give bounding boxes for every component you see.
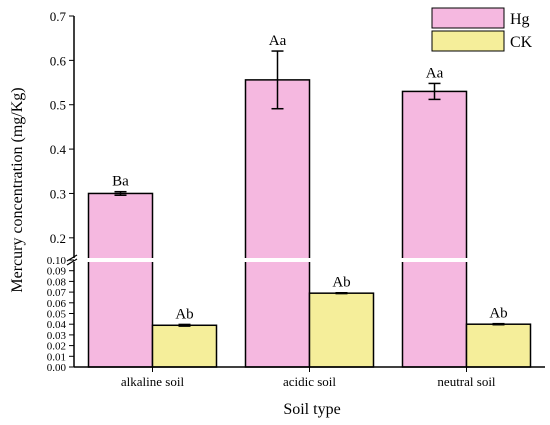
legend: Hg CK <box>431 7 533 52</box>
bar-hg-1 <box>87 192 154 368</box>
significance-labels-layer: Ba Ab Aa Ab Aa Ab <box>112 33 508 322</box>
error-bars-layer <box>114 50 505 327</box>
y-tick-label-lower-1: 0.01 <box>47 351 66 363</box>
bar-ck-1 <box>151 324 218 368</box>
bar-hg-2 <box>244 79 311 368</box>
y-tick-label-upper-1: 0.3 <box>50 186 66 201</box>
significance-label-ck-2: Ab <box>332 275 350 291</box>
axis-break-mark-1 <box>66 258 78 266</box>
significance-label-ck-3: Ab <box>489 306 507 322</box>
y-tick-label-lower-4: 0.04 <box>47 319 67 331</box>
y-tick-label-upper-0: 0.2 <box>50 231 66 246</box>
x-axis-title: Soil type <box>283 401 340 418</box>
y-tick-label-lower-8: 0.08 <box>47 276 67 288</box>
y-tick-label-lower-10: 0.10 <box>47 255 67 267</box>
bar-ck-2 <box>308 292 375 368</box>
y-tick-label-lower-9: 0.09 <box>47 266 67 278</box>
y-tick-label-lower-6: 0.06 <box>47 298 67 310</box>
y-tick-label-upper-5: 0.7 <box>50 9 67 24</box>
y-tick-label-lower-0: 0.00 <box>47 362 67 374</box>
y-axis-title: Mercury concentration (mg/Kg) <box>9 87 26 292</box>
x-tick-label-3: neutral soil <box>437 374 496 389</box>
y-tick-label-upper-2: 0.4 <box>50 142 67 157</box>
y-tick-label-upper-4: 0.6 <box>50 53 67 68</box>
axis-break-mark-2 <box>66 254 78 262</box>
y-tick-label-lower-3: 0.03 <box>47 330 67 342</box>
significance-label-ck-1: Ab <box>175 306 193 322</box>
legend-swatch-hg <box>431 7 505 29</box>
significance-label-hg-1: Ba <box>112 174 129 190</box>
y-tick-label-lower-7: 0.07 <box>47 287 67 299</box>
legend-swatch-ck <box>431 30 505 52</box>
y-tick-label-upper-3: 0.5 <box>50 98 66 113</box>
axis-break-gap <box>66 258 545 262</box>
bar-hg-3 <box>401 90 468 368</box>
legend-label-hg: Hg <box>510 11 530 28</box>
x-tick-label-1: alkaline soil <box>121 374 185 389</box>
significance-label-hg-3: Aa <box>426 65 444 81</box>
bars-layer <box>87 79 532 368</box>
bar-ck-3 <box>465 323 532 368</box>
legend-label-ck: CK <box>510 34 533 51</box>
y-tick-label-lower-5: 0.05 <box>47 309 67 321</box>
axes-layer: alkaline soil acidic soil neutral soil 0.00… <box>47 9 545 389</box>
x-tick-label-2: acidic soil <box>283 374 336 389</box>
significance-label-hg-2: Aa <box>269 33 287 49</box>
y-tick-label-lower-2: 0.02 <box>47 341 66 353</box>
